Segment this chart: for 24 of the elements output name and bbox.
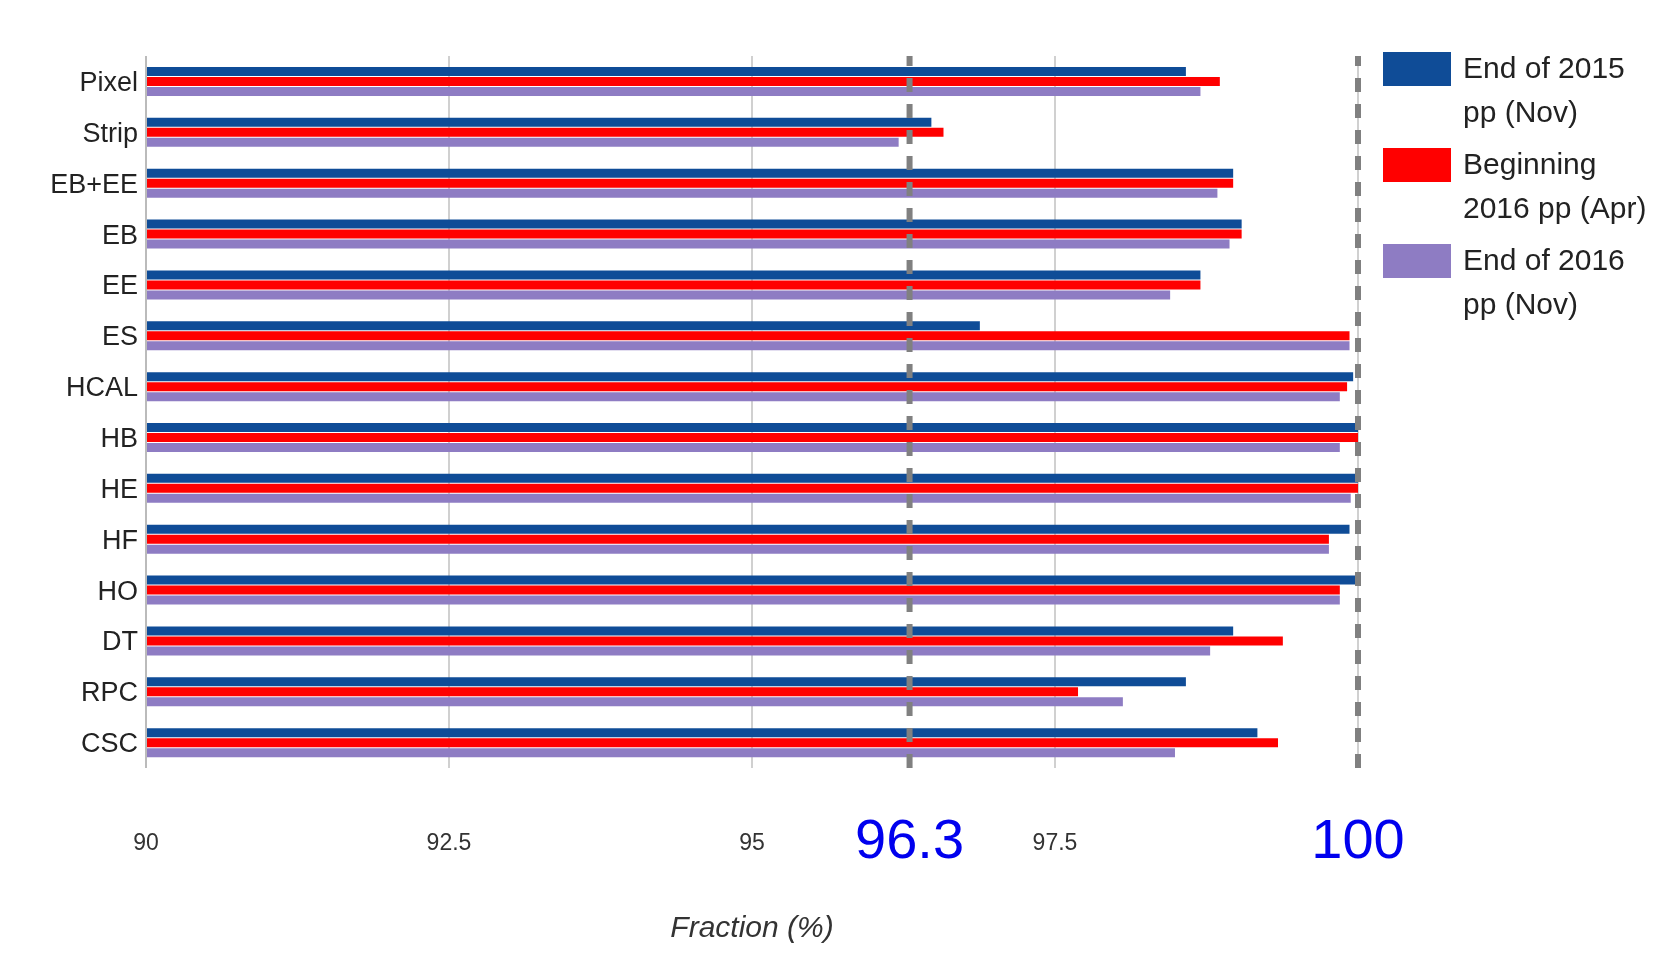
y-tick-label: EB+EE bbox=[50, 168, 138, 199]
legend-label: End of 2015 pp (Nov) bbox=[1463, 50, 1626, 130]
legend-label: Beginning 2016 pp (Apr) bbox=[1463, 146, 1648, 226]
ref-line-label: 100 bbox=[1311, 807, 1405, 870]
y-tick-label: RPC bbox=[80, 677, 138, 708]
y-tick-label: EE bbox=[101, 270, 138, 301]
x-tick-label: 95 bbox=[739, 829, 765, 856]
y-tick-label: HCAL bbox=[65, 372, 138, 403]
x-axis-title: Fraction (%) bbox=[670, 910, 834, 943]
x-tick-label: 90 bbox=[133, 829, 159, 856]
y-tick-label: DT bbox=[102, 626, 138, 657]
y-tick-label: ES bbox=[101, 321, 138, 352]
ref-line-label: 96.3 bbox=[855, 807, 965, 870]
legend-label: End of 2016 pp (Nov) bbox=[1463, 242, 1626, 322]
y-tick-label: Strip bbox=[82, 117, 138, 148]
y-tick-label: HO bbox=[97, 575, 138, 606]
y-tick-label: CSC bbox=[80, 728, 138, 759]
y-tick-label: Pixel bbox=[79, 67, 138, 98]
y-tick-label: HE bbox=[100, 473, 138, 504]
x-tick-label: 92.5 bbox=[426, 829, 472, 856]
y-tick-label: EB bbox=[101, 219, 138, 250]
y-tick-label: HB bbox=[100, 423, 138, 454]
y-tick-label: HF bbox=[102, 524, 138, 555]
x-tick-label: 97.5 bbox=[1032, 829, 1078, 856]
